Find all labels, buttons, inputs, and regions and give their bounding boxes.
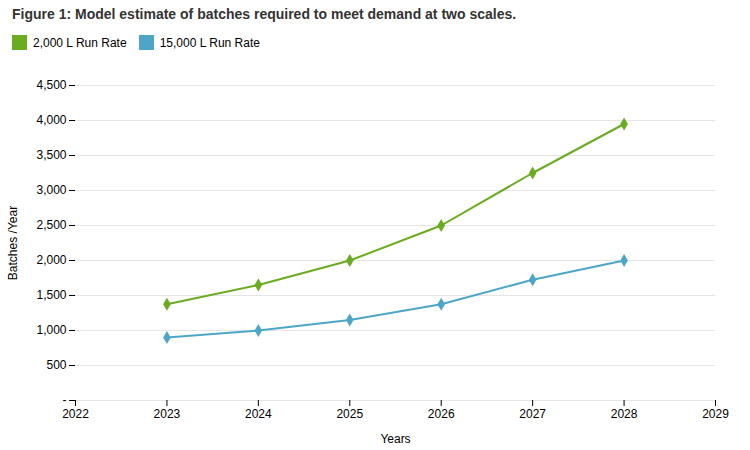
svg-text:2025: 2025 — [336, 407, 363, 421]
svg-text:500: 500 — [46, 358, 66, 372]
svg-text:Batches /Year: Batches /Year — [6, 206, 20, 280]
svg-text:4,000: 4,000 — [36, 113, 66, 127]
svg-text:1,000: 1,000 — [36, 323, 66, 337]
svg-text:2026: 2026 — [428, 407, 455, 421]
svg-text:2,000: 2,000 — [36, 253, 66, 267]
svg-text:2028: 2028 — [611, 407, 638, 421]
svg-text:Years: Years — [380, 432, 410, 446]
html-text:2,000 L Run Rate: 2,000 L Run Rate — [33, 35, 127, 50]
svg-text:-: - — [63, 393, 67, 407]
svg-text:2024: 2024 — [245, 407, 272, 421]
svg-text:2029: 2029 — [702, 407, 729, 421]
svg-text:4,500: 4,500 — [36, 78, 66, 92]
svg-text:2022: 2022 — [62, 407, 89, 421]
svg-text:2027: 2027 — [519, 407, 546, 421]
html-text:15,000 L Run Rate: 15,000 L Run Rate — [159, 35, 260, 50]
svg-text:3,500: 3,500 — [36, 148, 66, 162]
svg-text:3,000: 3,000 — [36, 183, 66, 197]
html-text:Figure 1: Model estimate of ba: Figure 1: Model estimate of batches requ… — [12, 6, 517, 22]
svg-text:1,500: 1,500 — [36, 288, 66, 302]
svg-text:2,500: 2,500 — [36, 218, 66, 232]
svg-text:2023: 2023 — [154, 407, 181, 421]
